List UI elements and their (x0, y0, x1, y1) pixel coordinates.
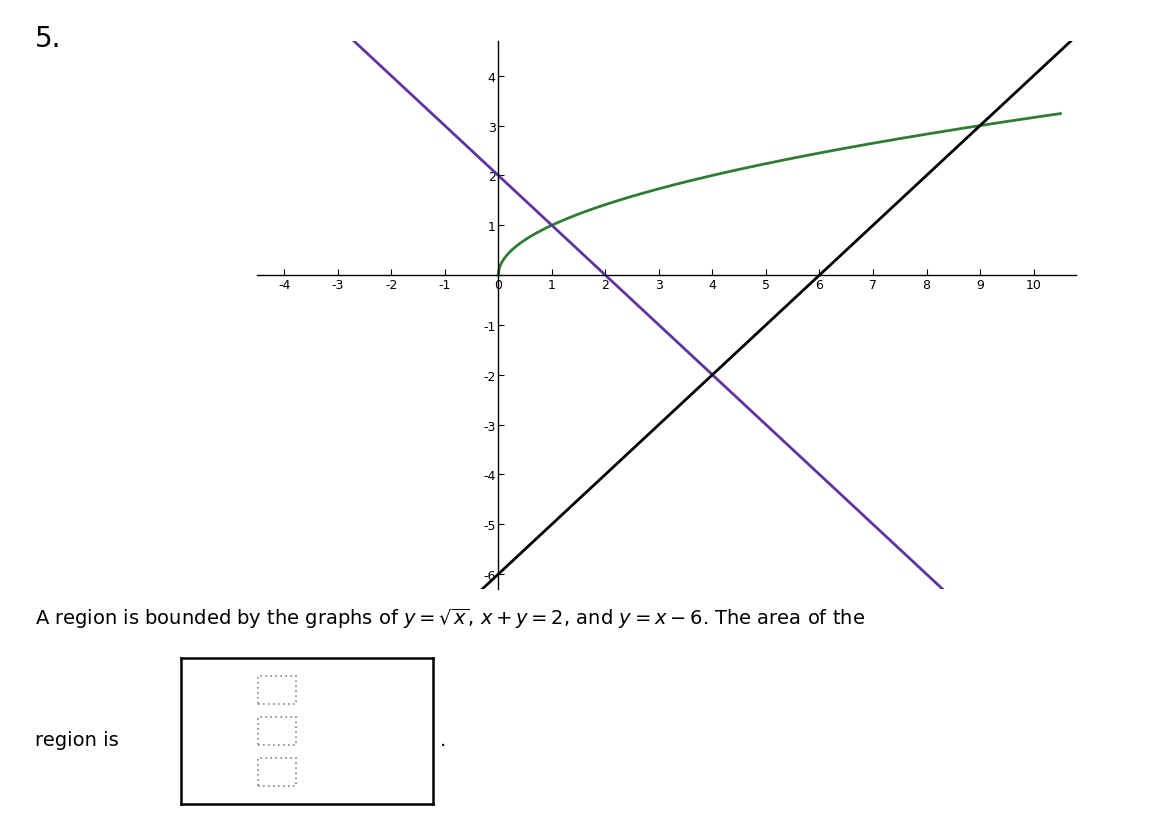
Text: region is: region is (35, 731, 119, 749)
Text: A region is bounded by the graphs of $y = \sqrt{x}$, $x + y = 2$, and $y = x - 6: A region is bounded by the graphs of $y … (35, 606, 865, 630)
Text: 5.: 5. (35, 25, 62, 53)
Text: .: . (440, 731, 446, 749)
